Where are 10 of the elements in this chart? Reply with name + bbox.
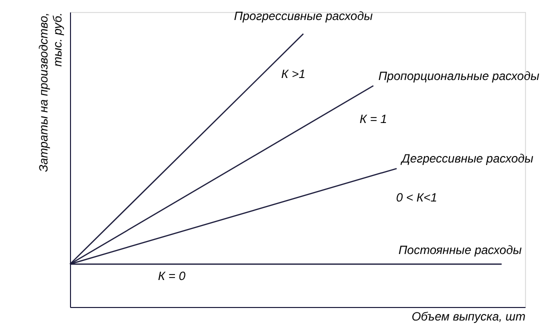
y-axis-title: Затраты на производство, тыс. руб. <box>36 12 64 172</box>
x-axis-title: Объем выпуска, шт <box>412 310 526 324</box>
annotation: К = 1 <box>360 112 388 126</box>
annotation: 0 < К<1 <box>396 190 438 205</box>
annotation: К >1 <box>281 66 306 81</box>
series-label: Пропорциональные расходы <box>378 68 540 83</box>
series-label: Прогрессивные расходы <box>234 8 373 23</box>
series-label: Дегрессивные расходы <box>400 152 534 166</box>
annotation: К = 0 <box>158 269 186 284</box>
series-label: Постоянные расходы <box>398 243 522 258</box>
